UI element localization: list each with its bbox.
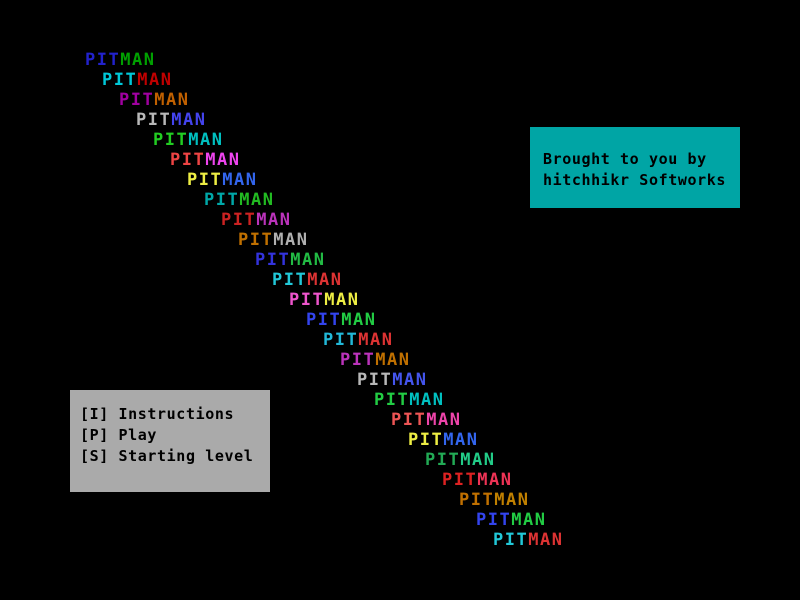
menu-item-instructions[interactable]: [I] Instructions	[80, 405, 235, 423]
pitman-word-part-2: MAN	[222, 170, 258, 190]
pitman-title-word: PITMAN	[153, 130, 223, 150]
pitman-word-part-2: MAN	[494, 490, 530, 510]
pitman-word-part-2: MAN	[324, 290, 360, 310]
pitman-word-part-2: MAN	[171, 110, 207, 130]
pitman-word-part-1: PIT	[136, 110, 172, 130]
pitman-word-part-1: PIT	[306, 310, 342, 330]
pitman-word-part-2: MAN	[273, 230, 309, 250]
pitman-title-word: PITMAN	[306, 310, 376, 330]
credits-line-2: hitchhikr Softworks	[543, 171, 726, 189]
pitman-word-part-1: PIT	[255, 250, 291, 270]
pitman-title-word: PITMAN	[476, 510, 546, 530]
pitman-title-word: PITMAN	[357, 370, 427, 390]
pitman-title-word: PITMAN	[391, 410, 461, 430]
credits-line-1: Brought to you by	[543, 150, 707, 168]
pitman-title-word: PITMAN	[323, 330, 393, 350]
pitman-word-part-2: MAN	[154, 90, 190, 110]
pitman-title-word: PITMAN	[374, 390, 444, 410]
pitman-word-part-1: PIT	[323, 330, 359, 350]
pitman-word-part-2: MAN	[443, 430, 479, 450]
pitman-title-word: PITMAN	[408, 430, 478, 450]
pitman-word-part-1: PIT	[374, 390, 410, 410]
pitman-word-part-1: PIT	[357, 370, 393, 390]
pitman-word-part-2: MAN	[460, 450, 496, 470]
pitman-word-part-1: PIT	[340, 350, 376, 370]
pitman-word-part-1: PIT	[221, 210, 257, 230]
pitman-word-part-2: MAN	[375, 350, 411, 370]
pitman-word-part-2: MAN	[205, 150, 241, 170]
pitman-word-part-2: MAN	[358, 330, 394, 350]
pitman-word-part-1: PIT	[408, 430, 444, 450]
pitman-word-part-1: PIT	[204, 190, 240, 210]
pitman-word-part-2: MAN	[426, 410, 462, 430]
pitman-word-part-2: MAN	[239, 190, 275, 210]
pitman-title-word: PITMAN	[255, 250, 325, 270]
credits-panel: Brought to you by hitchhikr Softworks	[530, 127, 740, 208]
pitman-title-word: PITMAN	[238, 230, 308, 250]
pitman-title-word: PITMAN	[204, 190, 274, 210]
pitman-word-part-1: PIT	[187, 170, 223, 190]
pitman-word-part-1: PIT	[493, 530, 529, 550]
pitman-title-word: PITMAN	[170, 150, 240, 170]
pitman-word-part-1: PIT	[170, 150, 206, 170]
pitman-title-word: PITMAN	[102, 70, 172, 90]
pitman-title-word: PITMAN	[272, 270, 342, 290]
pitman-title-word: PITMAN	[493, 530, 563, 550]
pitman-title-word: PITMAN	[459, 490, 529, 510]
pitman-word-part-1: PIT	[289, 290, 325, 310]
pitman-word-part-2: MAN	[188, 130, 224, 150]
pitman-title-word: PITMAN	[221, 210, 291, 230]
menu-item-play[interactable]: [P] Play	[80, 426, 158, 444]
pitman-word-part-2: MAN	[290, 250, 326, 270]
pitman-word-part-2: MAN	[477, 470, 513, 490]
pitman-word-part-1: PIT	[119, 90, 155, 110]
pitman-word-part-2: MAN	[341, 310, 377, 330]
menu-item-starting-level[interactable]: [S] Starting level	[80, 447, 254, 465]
pitman-title-word: PITMAN	[119, 90, 189, 110]
pitman-word-part-1: PIT	[153, 130, 189, 150]
pitman-word-part-1: PIT	[425, 450, 461, 470]
pitman-title-word: PITMAN	[442, 470, 512, 490]
pitman-word-part-1: PIT	[272, 270, 308, 290]
pitman-word-part-1: PIT	[391, 410, 427, 430]
pitman-word-part-2: MAN	[137, 70, 173, 90]
pitman-title-word: PITMAN	[136, 110, 206, 130]
pitman-word-part-2: MAN	[409, 390, 445, 410]
pitman-word-part-1: PIT	[459, 490, 495, 510]
main-menu-panel: [I] Instructions [P] Play [S] Starting l…	[70, 390, 270, 492]
pitman-word-part-2: MAN	[307, 270, 343, 290]
pitman-title-word: PITMAN	[85, 50, 155, 70]
pitman-title-word: PITMAN	[425, 450, 495, 470]
pitman-title-word: PITMAN	[340, 350, 410, 370]
pitman-word-part-2: MAN	[256, 210, 292, 230]
pitman-word-part-2: MAN	[392, 370, 428, 390]
pitman-title-word: PITMAN	[187, 170, 257, 190]
pitman-word-part-1: PIT	[238, 230, 274, 250]
pitman-word-part-1: PIT	[102, 70, 138, 90]
pitman-word-part-2: MAN	[120, 50, 156, 70]
pitman-title-word: PITMAN	[289, 290, 359, 310]
pitman-word-part-1: PIT	[476, 510, 512, 530]
pitman-word-part-2: MAN	[511, 510, 547, 530]
pitman-word-part-1: PIT	[85, 50, 121, 70]
pitman-word-part-1: PIT	[442, 470, 478, 490]
pitman-word-part-2: MAN	[528, 530, 564, 550]
